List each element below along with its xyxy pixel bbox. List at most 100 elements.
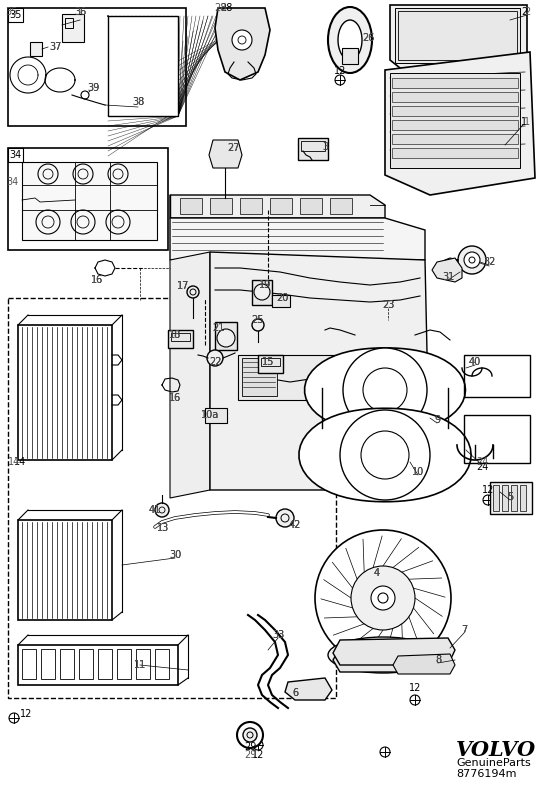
- Text: 29: 29: [244, 750, 256, 760]
- Text: 18: 18: [169, 330, 181, 340]
- Text: GenuineParts: GenuineParts: [456, 758, 531, 768]
- Text: 16: 16: [169, 393, 181, 403]
- Text: 19: 19: [259, 280, 271, 290]
- Polygon shape: [18, 325, 112, 460]
- Text: 8: 8: [435, 655, 441, 665]
- Polygon shape: [18, 645, 178, 685]
- Text: 12: 12: [252, 750, 264, 760]
- Text: 9: 9: [434, 415, 440, 425]
- Bar: [261, 358, 280, 366]
- Text: 17: 17: [177, 281, 189, 291]
- Text: 11: 11: [134, 660, 146, 670]
- Text: 11: 11: [134, 660, 146, 670]
- Text: 22: 22: [209, 357, 221, 367]
- Circle shape: [232, 30, 252, 50]
- Text: 31: 31: [442, 272, 454, 282]
- Bar: [252, 280, 272, 305]
- Text: 35: 35: [9, 10, 21, 20]
- Text: 26: 26: [362, 33, 374, 43]
- Text: 20: 20: [276, 293, 288, 303]
- Text: 18: 18: [169, 330, 181, 340]
- Circle shape: [217, 329, 235, 347]
- Text: 12: 12: [334, 66, 346, 76]
- Bar: [98, 649, 112, 679]
- Polygon shape: [299, 408, 471, 502]
- Text: 24: 24: [476, 457, 488, 467]
- Text: 26: 26: [362, 33, 374, 43]
- Text: 33: 33: [272, 630, 284, 640]
- Bar: [490, 482, 532, 514]
- Text: 22: 22: [209, 357, 221, 367]
- Polygon shape: [385, 52, 535, 195]
- Text: 36: 36: [74, 7, 86, 17]
- Text: 38: 38: [132, 97, 144, 107]
- Bar: [41, 649, 55, 679]
- Text: 13: 13: [157, 523, 169, 533]
- Polygon shape: [209, 140, 242, 168]
- Text: 14: 14: [8, 457, 20, 467]
- Circle shape: [187, 286, 199, 298]
- Bar: [8, 8, 23, 22]
- Bar: [22, 649, 36, 679]
- Text: 25: 25: [251, 315, 263, 325]
- Text: 12: 12: [409, 683, 421, 693]
- Text: 30: 30: [169, 550, 181, 560]
- Text: 10a: 10a: [201, 410, 219, 420]
- Text: 39: 39: [87, 83, 99, 93]
- Bar: [242, 358, 277, 396]
- Text: 40: 40: [469, 357, 481, 367]
- Text: 10: 10: [412, 467, 424, 477]
- Bar: [8, 148, 168, 250]
- Ellipse shape: [338, 20, 362, 60]
- Text: 35: 35: [6, 7, 18, 17]
- Bar: [390, 73, 520, 168]
- Circle shape: [276, 509, 294, 527]
- Polygon shape: [170, 218, 425, 260]
- Text: 20: 20: [276, 293, 288, 303]
- Bar: [180, 198, 202, 214]
- Text: 16: 16: [169, 393, 181, 403]
- Text: 14: 14: [14, 457, 26, 467]
- Text: 21: 21: [212, 323, 224, 333]
- Text: 3: 3: [322, 142, 328, 152]
- Bar: [258, 355, 283, 373]
- Text: 7: 7: [461, 625, 467, 635]
- Text: 5: 5: [507, 492, 513, 502]
- Bar: [238, 355, 358, 400]
- Circle shape: [464, 252, 480, 268]
- Circle shape: [371, 586, 395, 610]
- Polygon shape: [18, 520, 112, 620]
- Polygon shape: [432, 258, 462, 282]
- Text: 16: 16: [91, 275, 103, 285]
- Text: 2: 2: [524, 7, 530, 17]
- Bar: [398, 11, 517, 60]
- Text: 23: 23: [382, 300, 394, 310]
- Polygon shape: [170, 252, 210, 498]
- Text: 1: 1: [521, 117, 527, 127]
- Text: 10a: 10a: [201, 410, 219, 420]
- Text: 8776194m: 8776194m: [456, 769, 516, 779]
- Bar: [60, 649, 74, 679]
- Bar: [392, 148, 518, 158]
- Bar: [272, 295, 290, 307]
- Circle shape: [340, 410, 430, 500]
- Circle shape: [254, 284, 270, 300]
- Polygon shape: [305, 348, 465, 432]
- Bar: [168, 330, 193, 348]
- Polygon shape: [210, 252, 430, 490]
- Ellipse shape: [328, 7, 372, 73]
- Text: 6: 6: [292, 688, 298, 698]
- Bar: [205, 408, 227, 423]
- Bar: [22, 162, 157, 240]
- Circle shape: [252, 319, 264, 331]
- Text: 7: 7: [461, 625, 467, 635]
- Text: 1: 1: [524, 117, 530, 127]
- Bar: [392, 120, 518, 130]
- Bar: [240, 198, 262, 214]
- Text: 36: 36: [74, 7, 86, 17]
- Text: 28: 28: [214, 3, 226, 13]
- Bar: [392, 78, 518, 88]
- Bar: [301, 141, 325, 151]
- Polygon shape: [285, 678, 332, 700]
- Text: 31: 31: [442, 272, 454, 282]
